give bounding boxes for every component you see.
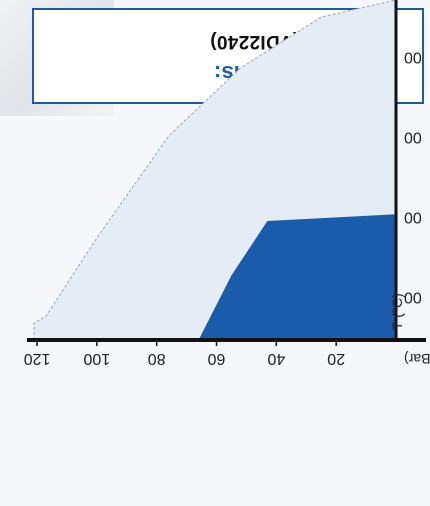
pressure-tick-label: 100	[83, 350, 110, 367]
series-area	[198, 214, 396, 340]
pressure-tick-label: 60	[208, 350, 226, 367]
pressure-tick-label: 40	[267, 350, 285, 367]
pressure-axis-title: P (Bar)	[404, 351, 430, 367]
pressure-tick-label: 120	[24, 350, 51, 367]
rating-curve	[33, 0, 397, 340]
temperature-tick-label: 00	[404, 49, 422, 66]
temperature-axis-title: T (ºC)	[389, 293, 405, 330]
temperature-tick-label: 00	[404, 209, 422, 226]
pressure-tick-label: 20	[327, 350, 345, 367]
temperature-tick-label: 00	[404, 129, 422, 146]
pressure-tick-label: 80	[148, 350, 166, 367]
temperature-tick-label: 00	[404, 288, 422, 305]
